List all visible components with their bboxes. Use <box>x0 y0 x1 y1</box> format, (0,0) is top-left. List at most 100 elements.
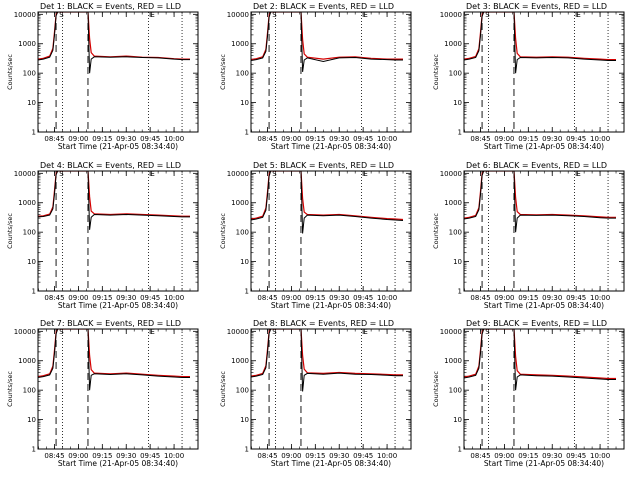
y-tick-label: 10 <box>240 99 249 107</box>
plot-frame <box>37 170 199 292</box>
x-axis-label: Start Time (21-Apr-05 08:34:40) <box>271 142 391 151</box>
y-tick-label: 1 <box>245 288 249 296</box>
series-line-events <box>464 329 616 391</box>
x-tick-label: 09:30 <box>542 452 562 460</box>
plot-frame <box>250 328 412 450</box>
x-axis-label: Start Time (21-Apr-05 08:34:40) <box>58 459 178 468</box>
x-tick-label: 09:30 <box>116 452 136 460</box>
panel-title: Det 7: BLACK = Events, RED = LLD <box>40 319 181 328</box>
plot-frame <box>37 11 199 133</box>
s-marker-label: S <box>272 11 277 19</box>
y-tick-label: 10000 <box>14 328 36 336</box>
x-tick-label: 10:00 <box>590 135 610 143</box>
panel-5: Det 5: BLACK = Events, RED = LLD 1 10 100 10… <box>219 161 412 310</box>
x-tick-label: 08:45 <box>44 135 64 143</box>
x-tick-label: 09:00 <box>494 135 514 143</box>
y-tick-label: 10000 <box>227 11 249 19</box>
y-tick-label: 1 <box>458 288 462 296</box>
x-tick-label: 09:30 <box>542 294 562 302</box>
plot-frame <box>463 11 625 133</box>
x-tick-label: 09:30 <box>116 294 136 302</box>
panel-title: Det 1: BLACK = Events, RED = LLD <box>40 2 181 11</box>
x-axis-label: Start Time (21-Apr-05 08:34:40) <box>58 142 178 151</box>
y-tick-label: 10000 <box>14 170 36 178</box>
y-tick-label: 10 <box>27 99 36 107</box>
y-tick-label: 10 <box>240 258 249 266</box>
x-tick-label: 09:30 <box>329 294 349 302</box>
panel-title: Det 4: BLACK = Events, RED = LLD <box>40 161 181 170</box>
y-tick-label: 1000 <box>18 40 36 48</box>
y-tick-label: 1000 <box>444 199 462 207</box>
y-axis-label: Counts/sec <box>432 54 440 90</box>
y-tick-label: 1 <box>458 129 462 137</box>
y-tick-label: 100 <box>236 70 249 78</box>
x-tick-label: 08:45 <box>257 135 277 143</box>
x-tick-label: 09:30 <box>329 452 349 460</box>
s-marker-label: S <box>59 11 64 19</box>
y-tick-label: 1000 <box>231 199 249 207</box>
x-tick-label: 09:00 <box>281 452 301 460</box>
e-marker-label: E <box>150 328 154 336</box>
plot-frame <box>37 328 199 450</box>
x-tick-label: 09:15 <box>305 452 325 460</box>
e-marker-label: E <box>363 170 367 178</box>
panel-1: Det 1: BLACK = Events, RED = LLD 1 10 100 10… <box>6 2 199 151</box>
y-axis-label: Counts/sec <box>219 371 227 407</box>
x-tick-label: 08:45 <box>470 452 490 460</box>
y-tick-label: 10000 <box>440 170 462 178</box>
x-tick-label: 08:45 <box>257 294 277 302</box>
y-axis-label: Counts/sec <box>219 54 227 90</box>
series-line-lld <box>38 329 190 378</box>
y-tick-label: 100 <box>236 387 249 395</box>
series-line-events <box>464 171 616 233</box>
x-tick-label: 09:15 <box>518 135 538 143</box>
y-tick-label: 1 <box>32 446 36 454</box>
panel-title: Det 5: BLACK = Events, RED = LLD <box>253 161 394 170</box>
panel-8: Det 8: BLACK = Events, RED = LLD 1 10 100 10… <box>219 319 412 468</box>
x-tick-label: 09:45 <box>140 135 160 143</box>
y-tick-label: 1000 <box>18 199 36 207</box>
e-marker-label: E <box>576 11 580 19</box>
y-tick-label: 10000 <box>440 328 462 336</box>
series-line-lld <box>464 329 616 380</box>
x-tick-label: 09:45 <box>566 452 586 460</box>
y-tick-label: 1000 <box>18 357 36 365</box>
series-line-lld <box>464 12 616 61</box>
x-tick-label: 10:00 <box>164 135 184 143</box>
x-tick-label: 08:45 <box>44 452 64 460</box>
panel-title: Det 8: BLACK = Events, RED = LLD <box>253 319 394 328</box>
y-axis-label: Counts/sec <box>6 371 14 407</box>
x-axis-label: Start Time (21-Apr-05 08:34:40) <box>271 301 391 310</box>
e-marker-label: E <box>363 11 367 19</box>
x-tick-label: 09:45 <box>566 135 586 143</box>
series-line-events <box>38 171 190 230</box>
series-line-lld <box>251 12 403 61</box>
y-tick-label: 10 <box>240 416 249 424</box>
s-marker-label: S <box>59 328 64 336</box>
y-axis-label: Counts/sec <box>6 213 14 249</box>
x-tick-label: 10:00 <box>377 452 397 460</box>
x-tick-label: 09:00 <box>281 135 301 143</box>
e-marker-label: E <box>150 11 154 19</box>
y-tick-label: 10000 <box>14 11 36 19</box>
y-tick-label: 100 <box>23 229 36 237</box>
x-tick-label: 10:00 <box>377 294 397 302</box>
panel-3: Det 3: BLACK = Events, RED = LLD 1 10 100 10… <box>432 2 625 151</box>
x-tick-label: 09:15 <box>518 294 538 302</box>
x-tick-label: 09:15 <box>92 135 112 143</box>
x-tick-label: 09:30 <box>542 135 562 143</box>
x-tick-label: 09:15 <box>305 135 325 143</box>
y-tick-label: 1 <box>245 446 249 454</box>
s-marker-label: S <box>485 11 490 19</box>
x-axis-label: Start Time (21-Apr-05 08:34:40) <box>271 459 391 468</box>
x-tick-label: 09:45 <box>140 452 160 460</box>
s-marker-label: S <box>272 328 277 336</box>
y-tick-label: 100 <box>23 387 36 395</box>
y-axis-label: Counts/sec <box>432 371 440 407</box>
y-tick-label: 1000 <box>444 357 462 365</box>
x-axis-label: Start Time (21-Apr-05 08:34:40) <box>484 459 604 468</box>
x-axis-label: Start Time (21-Apr-05 08:34:40) <box>484 301 604 310</box>
y-tick-label: 100 <box>449 229 462 237</box>
panel-9: Det 9: BLACK = Events, RED = LLD 1 10 100 10… <box>432 319 625 468</box>
x-tick-label: 10:00 <box>164 452 184 460</box>
